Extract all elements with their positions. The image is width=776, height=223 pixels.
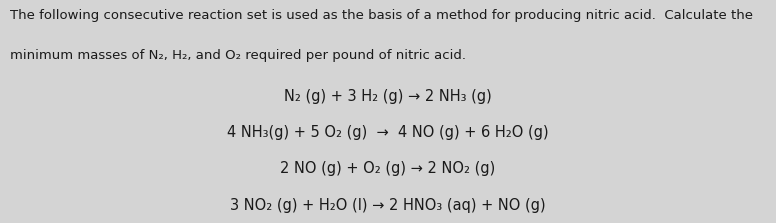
- Text: 3 NO₂ (g) + H₂O (l) → 2 HNO₃ (aq) + NO (g): 3 NO₂ (g) + H₂O (l) → 2 HNO₃ (aq) + NO (…: [230, 198, 546, 213]
- Text: 4 NH₃(g) + 5 O₂ (g)  →  4 NO (g) + 6 H₂O (g): 4 NH₃(g) + 5 O₂ (g) → 4 NO (g) + 6 H₂O (…: [227, 125, 549, 140]
- Text: N₂ (g) + 3 H₂ (g) → 2 NH₃ (g): N₂ (g) + 3 H₂ (g) → 2 NH₃ (g): [284, 89, 492, 104]
- Text: 2 NO (g) + O₂ (g) → 2 NO₂ (g): 2 NO (g) + O₂ (g) → 2 NO₂ (g): [280, 161, 496, 176]
- Text: The following consecutive reaction set is used as the basis of a method for prod: The following consecutive reaction set i…: [10, 9, 753, 22]
- Text: minimum masses of N₂, H₂, and O₂ required per pound of nitric acid.: minimum masses of N₂, H₂, and O₂ require…: [10, 49, 466, 62]
